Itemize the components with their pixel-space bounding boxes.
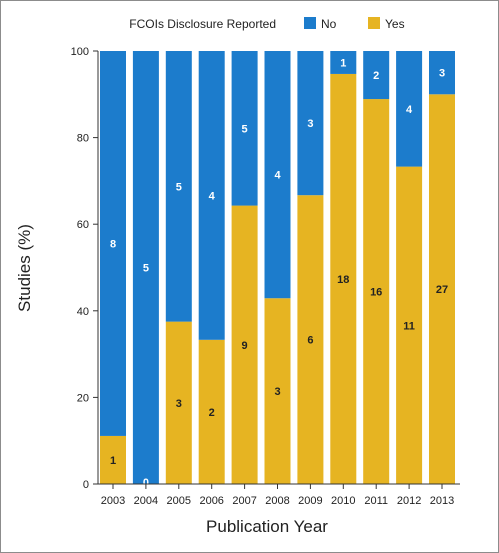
bar-label-yes-2009: 6 (307, 335, 313, 347)
bar-no-2009 (297, 51, 324, 196)
bar-no-2003 (100, 51, 126, 436)
legend-label-no: No (321, 17, 337, 31)
bar-label-yes-2010: 18 (337, 274, 349, 286)
y-tick-label: 100 (71, 46, 89, 58)
x-axis-title: Publication Year (206, 517, 328, 536)
y-tick-label: 80 (77, 133, 89, 145)
x-tick-label: 2009 (298, 495, 322, 507)
y-tick-label: 60 (77, 219, 89, 231)
bar-yes-2010 (330, 73, 357, 484)
bar-yes-2009 (297, 195, 324, 484)
bar-label-yes-2013: 27 (436, 284, 448, 296)
bar-label-no-2006: 4 (209, 190, 216, 202)
bar-label-yes-2008: 3 (274, 386, 280, 398)
bar-no-2010 (330, 51, 357, 74)
x-tick-label: 2003 (101, 495, 125, 507)
y-tick-label: 0 (83, 479, 89, 491)
bar-yes-2011 (363, 99, 390, 485)
bar-yes-2005 (165, 321, 192, 484)
x-tick-label: 2006 (199, 495, 223, 507)
y-axis-title: Studies (%) (15, 224, 34, 312)
bar-label-yes-2004: 0 (143, 477, 149, 489)
bar-yes-2003 (100, 435, 126, 484)
bar-no-2004 (132, 51, 159, 484)
bar-label-no-2007: 5 (242, 123, 248, 135)
bar-label-yes-2012: 11 (403, 320, 415, 332)
y-axis: 0 20 40 60 80 100 (71, 46, 99, 491)
bar-yes-2012 (396, 166, 423, 484)
bar-label-no-2013: 3 (439, 68, 445, 80)
bar-label-no-2010: 1 (340, 57, 346, 69)
x-tick-label: 2005 (167, 495, 191, 507)
bar-label-yes-2005: 3 (176, 398, 182, 410)
legend-label-yes: Yes (385, 17, 405, 31)
bar-yes-2013 (429, 94, 455, 485)
bar-yes-2007 (231, 205, 258, 484)
bar-label-no-2012: 4 (406, 104, 413, 116)
bar-yes-2006 (198, 339, 225, 484)
x-tick-label: 2011 (364, 495, 388, 507)
bar-label-yes-2003: 1 (110, 455, 116, 467)
bar-no-2013 (429, 51, 455, 95)
legend-title: FCOIs Disclosure Reported (129, 17, 276, 31)
bar-label-no-2011: 2 (373, 70, 379, 82)
x-tick-label: 2013 (430, 495, 454, 507)
bar-yes-2008 (264, 298, 291, 484)
bar-no-2008 (264, 51, 291, 299)
x-tick-label: 2012 (397, 495, 421, 507)
bar-label-no-2009: 3 (307, 118, 313, 130)
y-tick-label: 20 (77, 392, 89, 404)
bar-label-yes-2011: 16 (370, 287, 382, 299)
bar-no-2011 (363, 51, 390, 100)
bar-label-no-2005: 5 (176, 181, 182, 193)
bar-no-2006 (198, 51, 225, 340)
legend-swatch-yes (368, 17, 380, 29)
bar-label-no-2008: 4 (274, 170, 281, 182)
bar-label-no-2003: 8 (110, 238, 116, 250)
legend-swatch-no (304, 17, 316, 29)
y-tick-label: 40 (77, 306, 89, 318)
bar-label-yes-2007: 9 (242, 340, 248, 352)
x-tick-label: 2010 (331, 495, 355, 507)
x-tick-label: 2004 (134, 495, 158, 507)
bar-no-2005 (165, 51, 192, 322)
x-tick-label: 2008 (265, 495, 289, 507)
legend: FCOIs Disclosure Reported No Yes (129, 17, 405, 31)
x-axis: 2003 2004 2005 2006 2007 2008 2009 2010 2011 2012… (98, 483, 460, 507)
bar-label-yes-2006: 2 (209, 407, 215, 419)
bar-label-no-2004: 5 (143, 263, 149, 275)
bar-no-2007 (231, 51, 258, 206)
x-tick-label: 2007 (232, 495, 256, 507)
bar-no-2012 (396, 51, 423, 167)
